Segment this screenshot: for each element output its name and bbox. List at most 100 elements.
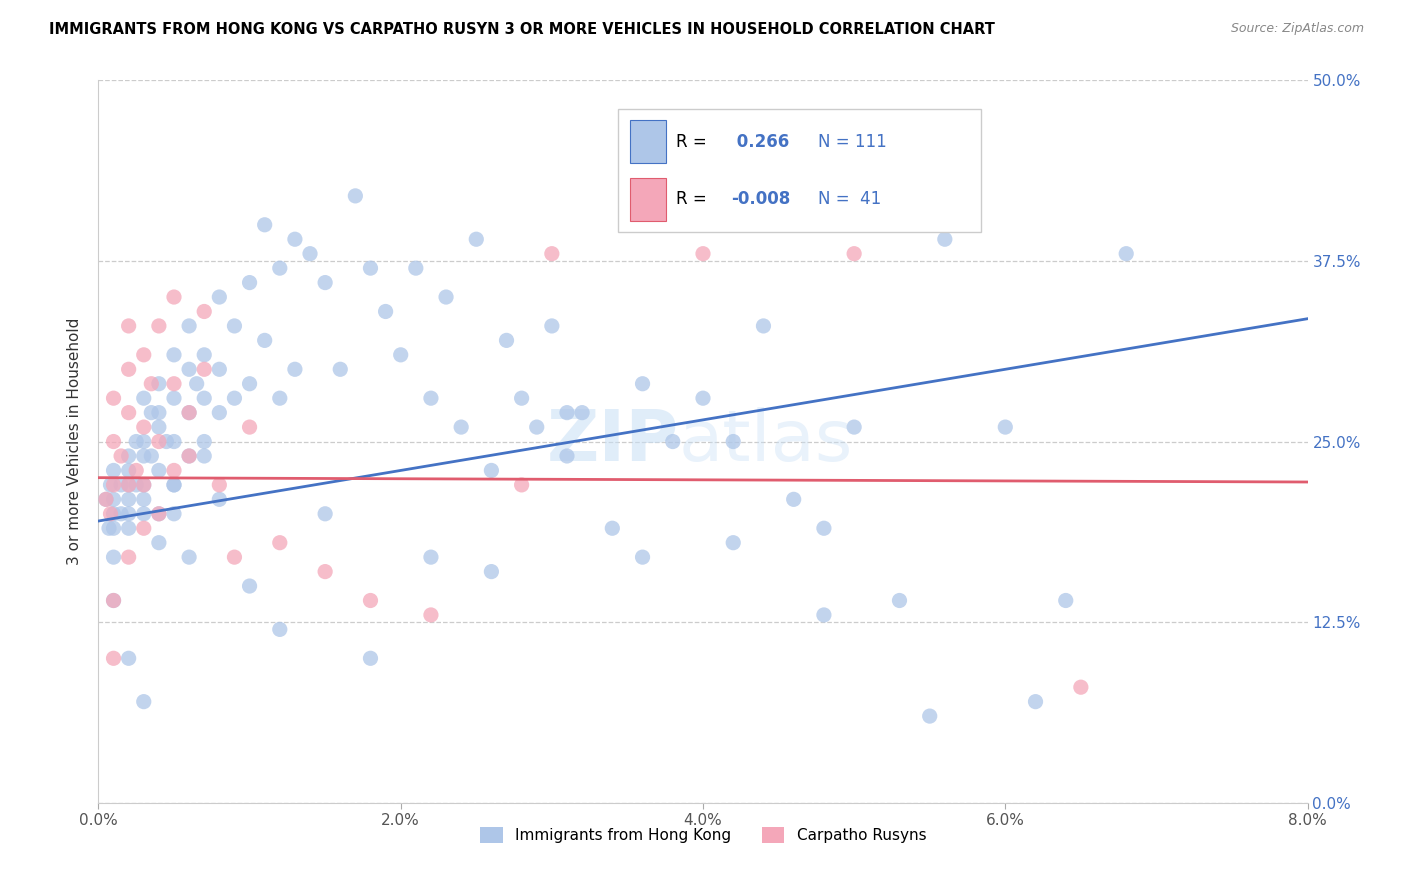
- Y-axis label: 3 or more Vehicles in Household: 3 or more Vehicles in Household: [67, 318, 83, 566]
- Legend: Immigrants from Hong Kong, Carpatho Rusyns: Immigrants from Hong Kong, Carpatho Rusy…: [474, 822, 932, 849]
- Point: [94, 492, 117, 507]
- Point: [918, 709, 941, 723]
- Point: [132, 478, 155, 492]
- Text: N =  41: N = 41: [818, 191, 882, 209]
- Point: [420, 391, 443, 405]
- Point: [163, 463, 186, 477]
- Point: [540, 246, 562, 260]
- Point: [132, 492, 155, 507]
- Point: [125, 478, 148, 492]
- Point: [193, 348, 215, 362]
- Point: [125, 434, 148, 449]
- Point: [239, 376, 262, 391]
- Point: [374, 304, 396, 318]
- Point: [118, 463, 141, 477]
- Point: [118, 521, 141, 535]
- Point: [253, 218, 276, 232]
- Point: [555, 406, 578, 420]
- Text: R =: R =: [676, 133, 713, 151]
- Point: [555, 449, 578, 463]
- Point: [118, 651, 141, 665]
- Point: [844, 246, 866, 260]
- Point: [132, 449, 155, 463]
- Point: [118, 478, 141, 492]
- Point: [103, 492, 125, 507]
- Point: [103, 521, 125, 535]
- Point: [239, 276, 262, 290]
- Point: [360, 593, 382, 607]
- Point: [631, 376, 654, 391]
- Point: [692, 246, 714, 260]
- Point: [118, 362, 141, 376]
- Point: [110, 507, 132, 521]
- Point: [163, 348, 186, 362]
- Point: [132, 420, 155, 434]
- Point: [155, 434, 177, 449]
- Point: [193, 434, 215, 449]
- Point: [100, 478, 122, 492]
- Point: [299, 246, 322, 260]
- Point: [329, 362, 352, 376]
- Point: [141, 376, 163, 391]
- Text: ZIP: ZIP: [547, 407, 679, 476]
- Point: [179, 449, 201, 463]
- Point: [132, 391, 155, 405]
- Point: [420, 607, 443, 622]
- Point: [284, 362, 307, 376]
- Point: [193, 391, 215, 405]
- Point: [783, 492, 806, 507]
- Point: [208, 290, 231, 304]
- Point: [269, 535, 291, 549]
- Point: [692, 391, 714, 405]
- Point: [510, 391, 533, 405]
- Point: [141, 406, 163, 420]
- Point: [269, 623, 291, 637]
- Point: [179, 449, 201, 463]
- Point: [148, 535, 170, 549]
- Point: [179, 318, 201, 333]
- Point: [118, 507, 141, 521]
- Point: [510, 478, 533, 492]
- Point: [148, 463, 170, 477]
- Point: [132, 695, 155, 709]
- Point: [934, 232, 956, 246]
- Text: 0.266: 0.266: [731, 133, 789, 151]
- Point: [163, 478, 186, 492]
- Point: [118, 550, 141, 565]
- Point: [148, 507, 170, 521]
- Point: [100, 507, 122, 521]
- FancyBboxPatch shape: [630, 178, 665, 221]
- Point: [163, 290, 186, 304]
- Point: [118, 406, 141, 420]
- Point: [723, 434, 745, 449]
- Point: [94, 492, 117, 507]
- Text: R =: R =: [676, 191, 713, 209]
- Point: [103, 593, 125, 607]
- Point: [314, 276, 336, 290]
- Point: [132, 521, 155, 535]
- Point: [163, 391, 186, 405]
- Point: [224, 318, 246, 333]
- Point: [434, 290, 457, 304]
- Point: [141, 449, 163, 463]
- Point: [314, 507, 336, 521]
- Point: [465, 232, 488, 246]
- Point: [844, 420, 866, 434]
- Point: [420, 550, 443, 565]
- Point: [132, 348, 155, 362]
- Point: [148, 318, 170, 333]
- Point: [208, 406, 231, 420]
- Point: [481, 565, 503, 579]
- Point: [269, 391, 291, 405]
- Point: [103, 434, 125, 449]
- Point: [208, 492, 231, 507]
- FancyBboxPatch shape: [619, 109, 981, 232]
- Point: [148, 420, 170, 434]
- Point: [163, 376, 186, 391]
- Point: [179, 406, 201, 420]
- Point: [239, 579, 262, 593]
- Point: [193, 362, 215, 376]
- Point: [813, 607, 835, 622]
- Point: [118, 449, 141, 463]
- Point: [360, 651, 382, 665]
